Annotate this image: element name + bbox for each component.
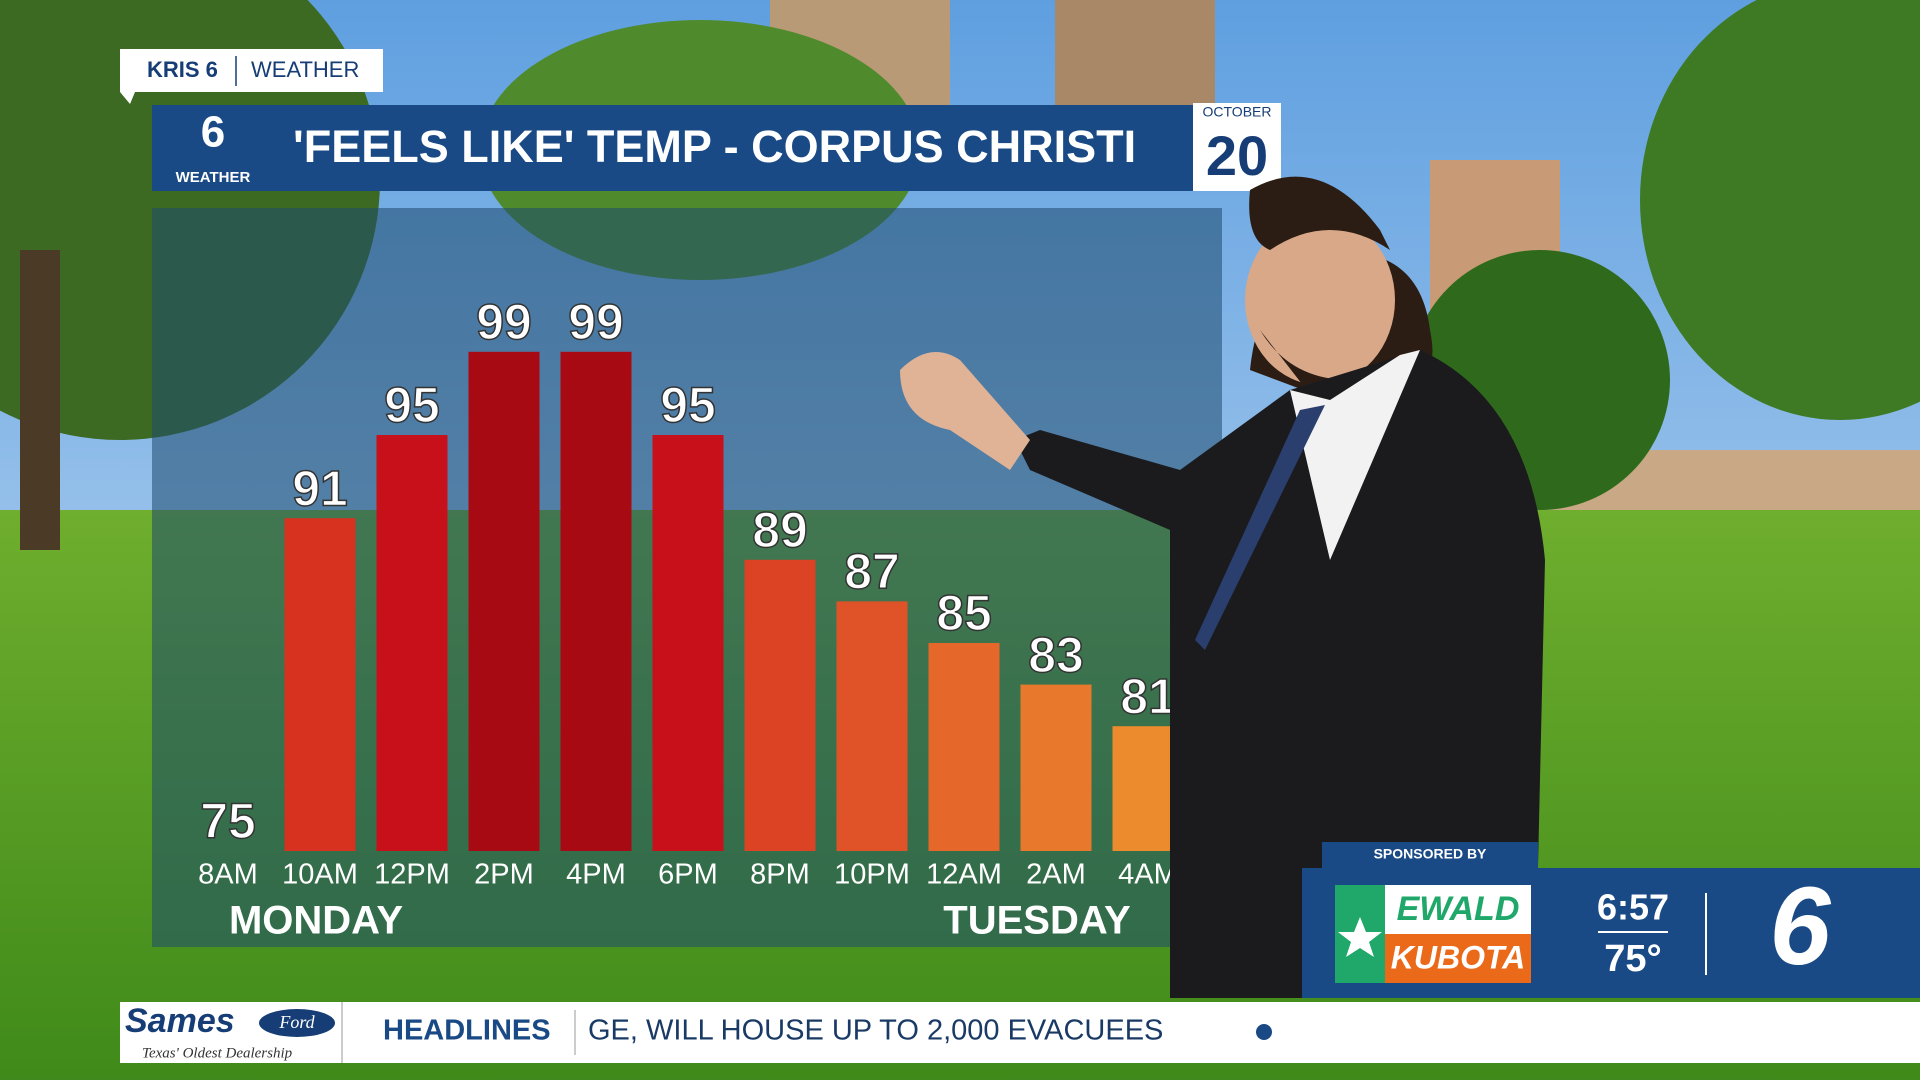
value-label: 95 bbox=[384, 377, 440, 433]
value-label: 83 bbox=[1028, 627, 1084, 683]
sponsor-label: SPONSORED BY bbox=[1374, 846, 1487, 862]
logo-number: 6 bbox=[201, 108, 225, 157]
x-tick-label: 2PM bbox=[474, 859, 534, 891]
bar bbox=[560, 351, 632, 851]
bar bbox=[928, 643, 1000, 851]
bar bbox=[468, 351, 540, 851]
value-label: 87 bbox=[844, 544, 900, 600]
current-temp: 75° bbox=[1604, 938, 1661, 980]
x-tick-label: 10AM bbox=[282, 859, 358, 891]
x-tick-label: 10PM bbox=[834, 859, 910, 891]
x-tick-label: 12AM bbox=[926, 859, 1002, 891]
x-tick-label: 2AM bbox=[1026, 859, 1086, 891]
bar bbox=[376, 435, 448, 851]
day: 20 bbox=[1206, 124, 1268, 187]
sponsor-name-top: EWALD bbox=[1397, 890, 1520, 928]
presenter bbox=[900, 176, 1545, 998]
logo-text: WEATHER bbox=[176, 169, 251, 186]
month: OCTOBER bbox=[1203, 104, 1272, 120]
bar bbox=[1020, 684, 1092, 851]
value-label: 91 bbox=[292, 460, 348, 516]
channel-logo: 6 bbox=[1769, 865, 1831, 988]
header: KRIS 6 WEATHER 6 WEATHER 'FEELS LIKE' TE… bbox=[120, 49, 1281, 191]
ticker-badge: Ford bbox=[278, 1012, 315, 1032]
day-label: TUESDAY bbox=[943, 899, 1131, 943]
value-label: 81 bbox=[1120, 668, 1176, 724]
bar bbox=[744, 559, 816, 851]
ticker-label: HEADLINES bbox=[383, 1015, 551, 1047]
x-tick-label: 8AM bbox=[198, 859, 258, 891]
bar bbox=[284, 518, 356, 851]
value-label: 85 bbox=[936, 585, 992, 641]
value-label: 99 bbox=[568, 294, 624, 350]
section: WEATHER bbox=[251, 57, 359, 82]
day-label: MONDAY bbox=[229, 899, 403, 943]
title: 'FEELS LIKE' TEMP - CORPUS CHRISTI bbox=[293, 121, 1136, 172]
bar bbox=[652, 435, 724, 851]
ticker-tagline: Texas' Oldest Dealership bbox=[142, 1045, 293, 1061]
x-tick-label: 8PM bbox=[750, 859, 810, 891]
ticker-brand: Sames bbox=[125, 1002, 235, 1040]
bar bbox=[836, 601, 908, 851]
ticker: Sames Ford Texas' Oldest Dealership HEAD… bbox=[120, 1002, 1920, 1063]
value-label: 99 bbox=[476, 294, 532, 350]
ticker-text: GE, WILL HOUSE UP TO 2,000 EVACUEES bbox=[588, 1015, 1163, 1047]
x-tick-label: 4AM bbox=[1118, 859, 1178, 891]
value-label: 95 bbox=[660, 377, 716, 433]
value-label: 75 bbox=[200, 793, 256, 849]
sponsor: SPONSORED BY EWALD KUBOTA 6:57 75° 6 bbox=[1302, 842, 1920, 998]
sponsor-name-bottom: KUBOTA bbox=[1391, 939, 1526, 975]
station: KRIS 6 bbox=[147, 57, 218, 82]
x-tick-label: 12PM bbox=[374, 859, 450, 891]
clock: 6:57 bbox=[1597, 887, 1669, 928]
value-label: 89 bbox=[752, 502, 808, 558]
x-tick-label: 6PM bbox=[658, 859, 718, 891]
x-tick-label: 4PM bbox=[566, 859, 626, 891]
